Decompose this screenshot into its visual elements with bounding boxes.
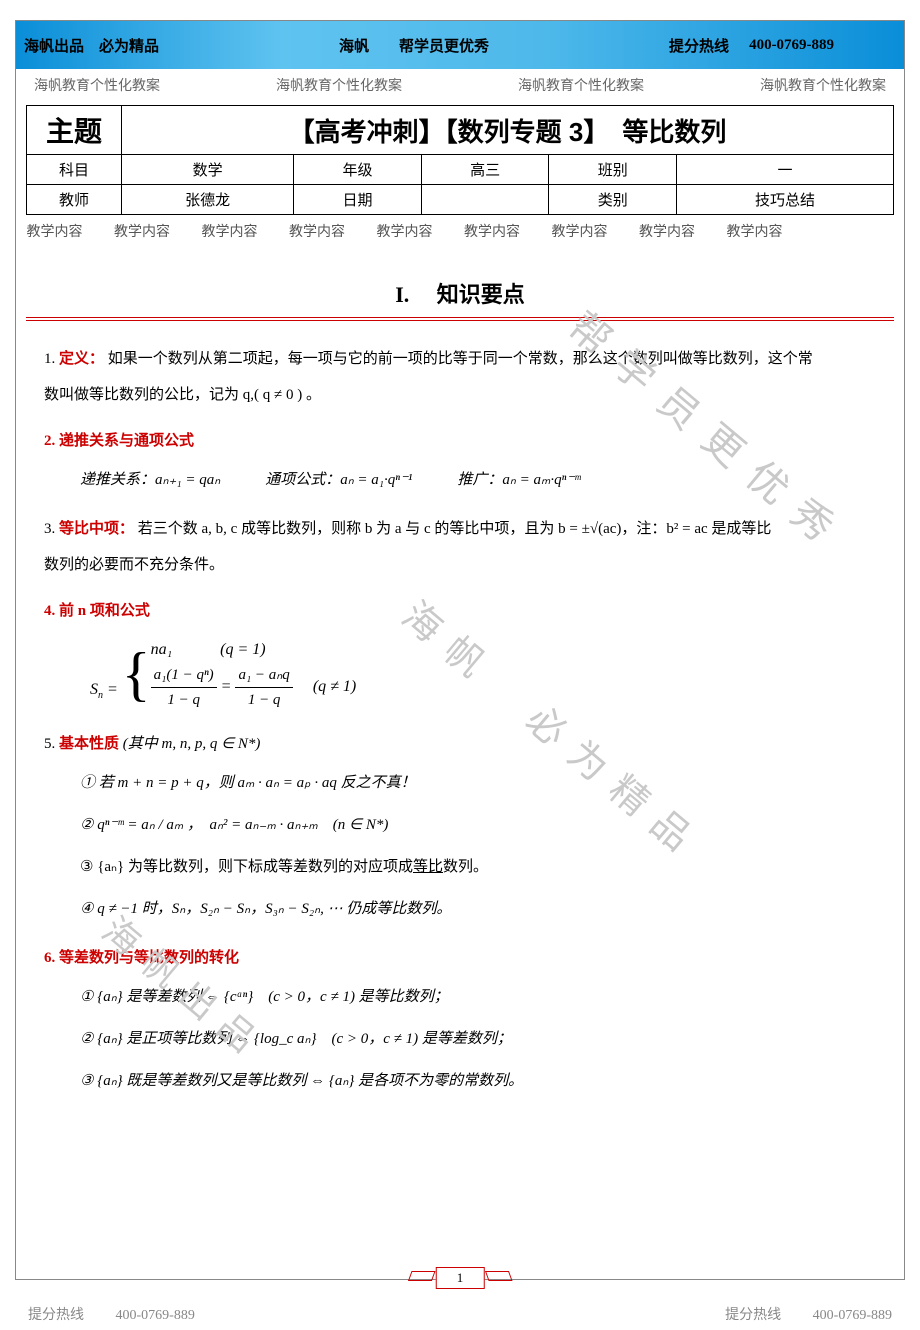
content-watermark-row: 教学内容 教学内容 教学内容 教学内容 教学内容 教学内容 教学内容 教学内容 … [27, 215, 894, 248]
meta-table: 主题 【高考冲刺】【数列专题 3】 等比数列 科目 数学 年级 高三 班别 一 … [26, 105, 894, 247]
section-heading: I. 知识要点 [16, 277, 904, 309]
page-number: 1 [436, 1267, 485, 1289]
conv-1: ① {aₙ} 是等差数列 ⇔ {cᵃⁿ} (c > 0，c ≠ 1) 是等比数列… [44, 976, 876, 1018]
item-5: 5. 基本性质 (其中 m, n, p, q ∈ N*) ① 若 m + n =… [44, 726, 876, 930]
topic-label: 主题 [27, 106, 122, 155]
subject-value: 数学 [122, 155, 294, 185]
date-value [421, 185, 549, 215]
page-number-badge: 1 [436, 1267, 485, 1289]
formula-recurrence: 递推关系：aₙ₊₁ = qaₙ 通项公式：aₙ = a₁·qⁿ⁻¹ 推广：aₙ … [44, 459, 876, 501]
prop-3: ③ {aₙ} 为等比数列，则下标成等差数列的对应项成等比数列。 [44, 846, 876, 888]
item-6: 6. 等差数列与等比数列的转化 ① {aₙ} 是等差数列 ⇔ {cᵃⁿ} (c … [44, 940, 876, 1102]
wm-item: 海帆教育个性化教案 [34, 75, 160, 95]
conv-2: ② {aₙ} 是正项等比数列 ⇔ {log_c aₙ} (c > 0，c ≠ 1… [44, 1018, 876, 1060]
item-4: 4. 前 n 项和公式 Sn = { na₁ (q = 1) a₁(1 − qⁿ… [44, 593, 876, 712]
label-sum: 前 n 项和公式 [59, 603, 150, 619]
date-label: 日期 [294, 185, 422, 215]
footer-left: 提分热线 400-0769-889 [28, 1304, 195, 1324]
grade-value: 高三 [421, 155, 549, 185]
conv-3: ③ {aₙ} 既是等差数列又是等比数列 ⇔ {aₙ} 是各项不为零的常数列。 [44, 1060, 876, 1102]
top-banner: 海帆出品 必为精品 海帆 帮学员更优秀 提分热线 400-0769-889 [16, 21, 904, 69]
grade-label: 年级 [294, 155, 422, 185]
formula-sum: Sn = { na₁ (q = 1) a₁(1 − qⁿ)1 − q = a₁ … [44, 637, 876, 712]
teacher-value: 张德龙 [122, 185, 294, 215]
type-label: 类别 [549, 185, 677, 215]
section-title: 知识要点 [437, 282, 525, 307]
item-3: 3. 等比中项： 若三个数 a, b, c 成等比数列，则称 b 为 a 与 c… [44, 511, 876, 583]
body-content: 1. 定义： 如果一个数列从第二项起，每一项与它的前一项的比等于同一个常数，那么… [16, 341, 904, 1102]
wm-item: 海帆教育个性化教案 [760, 75, 886, 95]
wm-item: 海帆教育个性化教案 [518, 75, 644, 95]
flag-icon [408, 1271, 436, 1281]
banner-slogan: 帮学员更优秀 [399, 35, 489, 56]
flag-icon [484, 1271, 512, 1281]
label-property: 基本性质 [59, 736, 119, 752]
item-2: 2. 递推关系与通项公式 递推关系：aₙ₊₁ = qaₙ 通项公式：aₙ = a… [44, 423, 876, 501]
class-label: 班别 [549, 155, 677, 185]
type-value: 技巧总结 [677, 185, 894, 215]
page-footer: 提分热线 400-0769-889 提分热线 400-0769-889 [0, 1290, 920, 1330]
topic-value: 【高考冲刺】【数列专题 3】 等比数列 [122, 106, 894, 155]
label-midterm: 等比中项： [59, 521, 134, 537]
banner-brand: 海帆出品 必为精品 [24, 35, 159, 56]
item-1: 1. 定义： 如果一个数列从第二项起，每一项与它的前一项的比等于同一个常数，那么… [44, 341, 876, 413]
banner-hotline-label: 提分热线 [669, 35, 729, 56]
prop-4: ④ q ≠ −1 时，Sₙ，S₂ₙ − Sₙ，S₃ₙ − S₂ₙ, ⋯ 仍成等比… [44, 888, 876, 930]
banner-name: 海帆 [339, 35, 369, 56]
footer-right: 提分热线 400-0769-889 [725, 1304, 892, 1324]
teacher-label: 教师 [27, 185, 122, 215]
banner-hotline: 400-0769-889 [749, 37, 834, 54]
prop-1: ① 若 m + n = p + q，则 aₘ · aₙ = aₚ · aq 反之… [44, 762, 876, 804]
divider-line [26, 317, 894, 321]
label-definition: 定义： [59, 351, 104, 367]
prop-2: ② qⁿ⁻ᵐ = aₙ / aₘ ， aₙ² = aₙ₋ₘ · aₙ₊ₘ (n … [44, 804, 876, 846]
subject-label: 科目 [27, 155, 122, 185]
label-recurrence: 递推关系与通项公式 [59, 433, 194, 449]
label-convert: 等差数列与等比数列的转化 [59, 950, 239, 966]
header-watermark-row: 海帆教育个性化教案 海帆教育个性化教案 海帆教育个性化教案 海帆教育个性化教案 [16, 69, 904, 101]
class-value: 一 [677, 155, 894, 185]
wm-item: 海帆教育个性化教案 [276, 75, 402, 95]
section-number: I. [395, 282, 409, 307]
page-container: 海帆出品 必为精品 海帆 帮学员更优秀 提分热线 400-0769-889 海帆… [15, 20, 905, 1280]
